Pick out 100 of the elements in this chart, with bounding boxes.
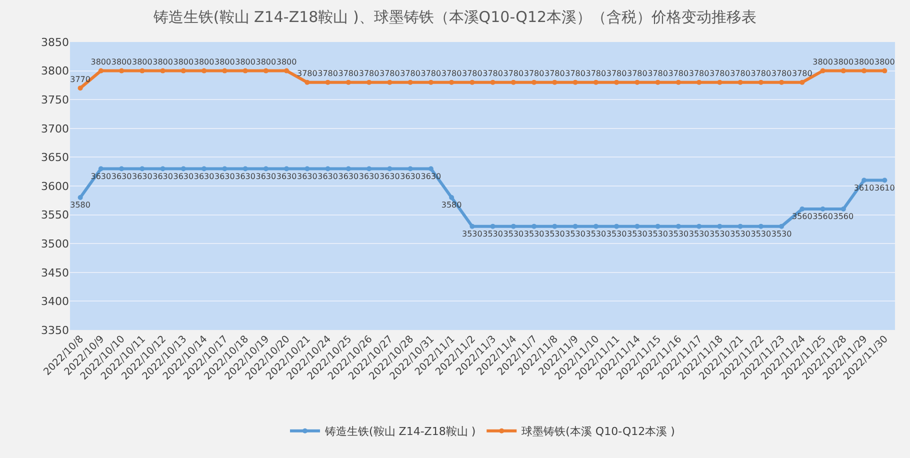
data-label: 3560: [812, 212, 833, 222]
point: [449, 195, 454, 200]
data-label: 3630: [297, 172, 318, 181]
data-label: 3780: [503, 69, 524, 78]
point: [284, 166, 290, 172]
y-tick-label: 3400: [41, 295, 69, 308]
point: [572, 224, 578, 229]
point: [119, 166, 124, 172]
point: [325, 166, 330, 172]
data-label: 3780: [380, 69, 400, 78]
data-label: 3630: [111, 172, 132, 181]
point: [593, 224, 598, 229]
data-label: 3630: [400, 172, 420, 181]
data-label: 3780: [750, 69, 772, 78]
legend-label: 球墨铸铁(本溪 Q10-Q12本溪 ): [522, 425, 675, 438]
data-label: 3530: [606, 229, 627, 238]
data-label: 3800: [152, 58, 173, 67]
data-label: 3530: [482, 229, 503, 238]
data-label: 3780: [730, 69, 750, 78]
point: [510, 224, 516, 229]
data-label: 3630: [276, 172, 297, 181]
data-label: 3530: [544, 229, 565, 238]
data-label: 3780: [606, 69, 627, 78]
point: [160, 68, 166, 74]
point: [222, 166, 228, 172]
point: [738, 80, 743, 85]
data-label: 3800: [812, 58, 833, 67]
point: [758, 80, 764, 85]
data-label: 3800: [256, 58, 276, 67]
data-label: 3630: [380, 172, 400, 181]
point: [325, 80, 330, 85]
point: [696, 80, 702, 85]
data-label: 3780: [400, 69, 420, 78]
point: [820, 206, 826, 212]
point: [758, 224, 764, 229]
point: [552, 224, 558, 229]
point: [408, 80, 413, 85]
point: [408, 166, 413, 172]
point: [202, 68, 207, 74]
data-label: 3780: [297, 69, 318, 78]
data-label: 3780: [420, 69, 442, 78]
point: [387, 166, 392, 172]
point: [304, 80, 310, 85]
data-label: 3800: [874, 58, 895, 67]
data-label: 3560: [792, 212, 812, 222]
point: [284, 68, 290, 74]
y-tick-label: 3600: [41, 180, 69, 193]
data-label: 3780: [586, 69, 606, 78]
data-label: 3800: [173, 58, 194, 67]
point: [470, 80, 475, 85]
point: [614, 224, 620, 229]
data-label: 3530: [565, 229, 586, 238]
data-label: 3780: [710, 69, 730, 78]
data-label: 3800: [132, 58, 152, 67]
data-label: 3580: [70, 200, 90, 210]
data-label: 3630: [173, 172, 194, 181]
data-label: 3780: [482, 69, 503, 78]
point: [593, 80, 598, 85]
point: [862, 178, 867, 183]
point: [98, 68, 104, 74]
data-label: 3630: [256, 172, 276, 181]
data-label: 3800: [214, 58, 235, 67]
data-label: 3770: [70, 74, 90, 84]
point: [532, 224, 537, 229]
point: [263, 166, 268, 172]
point: [840, 68, 846, 74]
data-label: 3530: [524, 229, 544, 238]
point: [119, 68, 124, 74]
data-label: 3780: [792, 69, 812, 78]
data-label: 3630: [338, 172, 359, 181]
data-label: 3800: [194, 58, 214, 67]
point: [78, 195, 83, 200]
data-label: 3530: [771, 229, 792, 238]
data-label: 3780: [544, 69, 565, 78]
point: [180, 68, 186, 74]
point: [717, 80, 722, 85]
data-label: 3780: [627, 69, 648, 78]
data-label: 3530: [648, 229, 668, 238]
y-tick-label: 3750: [41, 93, 69, 106]
point: [820, 68, 826, 74]
point: [98, 166, 104, 172]
point: [346, 80, 351, 85]
data-label: 3630: [358, 172, 380, 181]
data-label: 3530: [750, 229, 772, 238]
point: [738, 224, 743, 229]
point: [490, 224, 496, 229]
data-label: 3560: [833, 212, 854, 222]
point: [614, 80, 620, 85]
point: [882, 68, 888, 74]
data-label: 3800: [235, 58, 256, 67]
y-tick-label: 3850: [41, 36, 69, 49]
point: [242, 166, 248, 172]
data-label: 3630: [132, 172, 152, 181]
point: [696, 224, 702, 229]
data-label: 3780: [441, 69, 462, 78]
point: [202, 166, 207, 172]
data-label: 3780: [524, 69, 544, 78]
data-label: 3780: [648, 69, 668, 78]
y-tick-label: 3500: [41, 237, 69, 250]
y-tick-label: 3450: [41, 266, 69, 280]
